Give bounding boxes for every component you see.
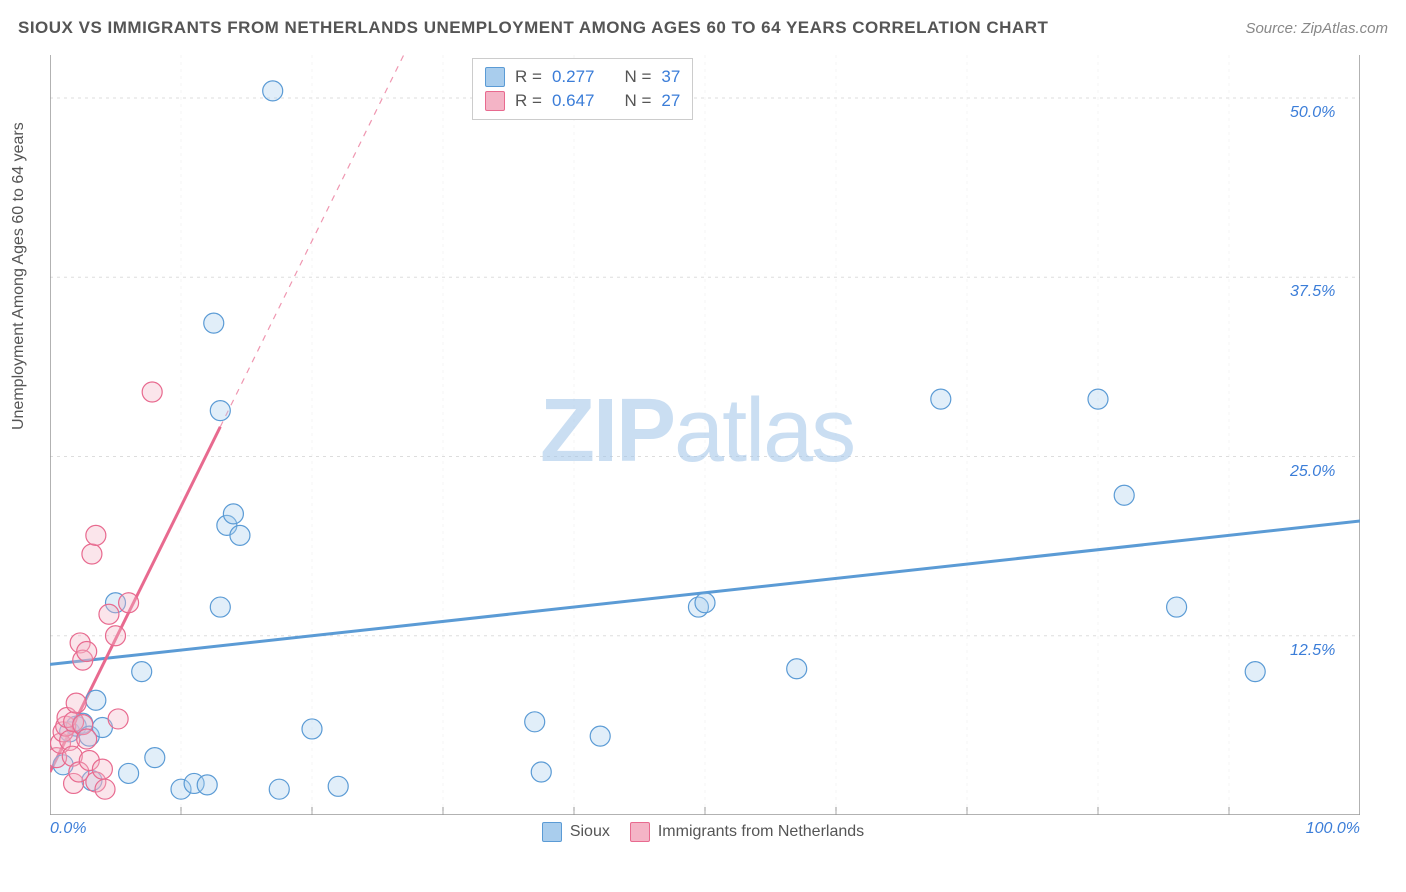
x-min-label: 0.0%: [50, 820, 86, 838]
series2-r-value: 0.647: [552, 91, 595, 111]
series2-n-value: 27: [661, 91, 680, 111]
plot-area: [50, 55, 1360, 815]
x-axis-labels: 0.0% 100.0%: [50, 820, 1360, 838]
source-label: Source: ZipAtlas.com: [1245, 20, 1388, 37]
r-label: R =: [515, 91, 542, 111]
chart-title: SIOUX VS IMMIGRANTS FROM NETHERLANDS UNE…: [18, 18, 1048, 38]
x-max-label: 100.0%: [1306, 820, 1360, 838]
scatter-plot-svg: [50, 55, 1360, 815]
title-bar: SIOUX VS IMMIGRANTS FROM NETHERLANDS UNE…: [18, 18, 1388, 38]
y-tick-label: 12.5%: [1290, 642, 1335, 660]
series1-r-value: 0.277: [552, 67, 595, 87]
n-label: N =: [624, 91, 651, 111]
correlation-stats-box: R = 0.277 N = 37 R = 0.647 N = 27: [472, 58, 693, 120]
y-tick-label: 25.0%: [1290, 463, 1335, 481]
y-tick-label: 37.5%: [1290, 283, 1335, 301]
y-axis-label: Unemployment Among Ages 60 to 64 years: [10, 122, 28, 430]
series1-n-value: 37: [661, 67, 680, 87]
stats-row: R = 0.647 N = 27: [485, 89, 680, 113]
series2-swatch: [485, 91, 505, 111]
series1-swatch: [485, 67, 505, 87]
y-tick-label: 50.0%: [1290, 104, 1335, 122]
r-label: R =: [515, 67, 542, 87]
n-label: N =: [624, 67, 651, 87]
stats-row: R = 0.277 N = 37: [485, 65, 680, 89]
